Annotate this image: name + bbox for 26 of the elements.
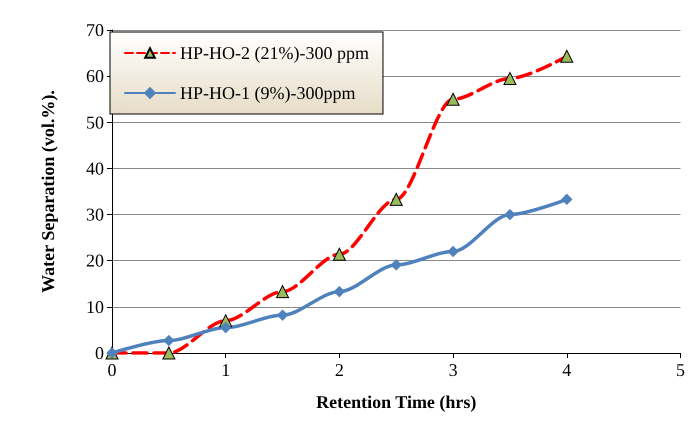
point	[448, 246, 459, 257]
point	[390, 259, 402, 270]
x-tick-label: 3	[448, 360, 458, 380]
y-tick-label: 60	[86, 66, 104, 86]
y-tick-label: 10	[86, 296, 104, 317]
y-axis-title: Water Separation (vol.%).	[38, 90, 58, 293]
point	[163, 335, 174, 346]
y-tick-label: 20	[86, 250, 104, 271]
x-tick-label: 5	[676, 360, 685, 380]
point	[220, 322, 232, 334]
x-tick-label: 0	[108, 360, 116, 380]
y-tick-label: 40	[86, 158, 104, 178]
legend-label: HP-HO-1 (9%)-300ppm	[180, 83, 356, 103]
y-tick-label: 30	[86, 204, 104, 225]
y-tick-label: 50	[86, 112, 104, 132]
y-tick-label: 0	[95, 343, 104, 363]
point	[504, 209, 516, 220]
x-axis-title: Retention Time (hrs)	[316, 392, 476, 412]
point	[277, 310, 288, 321]
legend-label: HP-HO-2 (21%)-300 ppm	[180, 43, 369, 63]
x-tick-label: 4	[562, 360, 572, 380]
point	[334, 286, 345, 298]
x-tick-label: 2	[334, 360, 344, 380]
point	[561, 194, 572, 205]
x-tick-label: 1	[221, 360, 230, 380]
y-tick-label: 70	[86, 20, 104, 40]
